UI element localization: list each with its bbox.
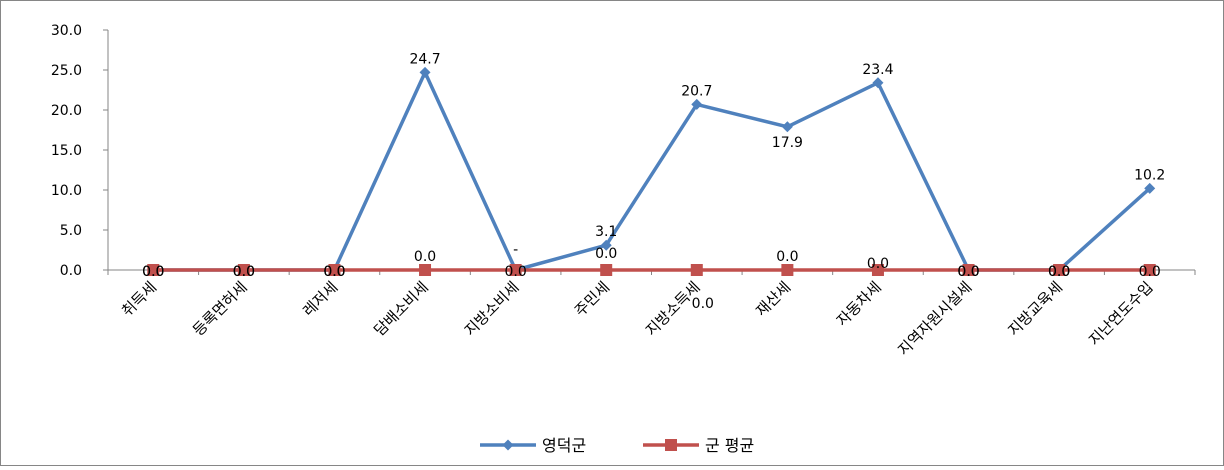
data-label: 23.4 (862, 62, 893, 78)
data-point (962, 264, 975, 276)
legend-label: 군 평균 (705, 436, 754, 455)
data-point (328, 264, 341, 276)
data-point (147, 264, 160, 276)
data-point (781, 121, 793, 133)
y-tick-label: 30.0 (51, 23, 82, 39)
data-label: 10.2 (1134, 167, 1165, 183)
y-tick-label: 5.0 (60, 223, 82, 239)
data-label: - (513, 242, 518, 258)
data-point (871, 264, 884, 276)
legend-marker (665, 439, 677, 451)
data-label: 0.0 (142, 264, 164, 280)
data-point (237, 264, 250, 276)
data-label: 0.0 (142, 264, 164, 280)
legend-label: 영덕군 (542, 436, 586, 455)
data-label: 0.0 (595, 246, 617, 262)
data-label: 24.7 (409, 51, 440, 67)
y-tick-label: 25.0 (51, 63, 82, 79)
legend-marker (502, 439, 514, 451)
data-point (419, 66, 431, 78)
data-point (600, 239, 612, 251)
data-point (419, 264, 432, 276)
data-point (691, 98, 703, 110)
data-label: 0.0 (504, 264, 526, 280)
data-label: 0.0 (776, 249, 798, 265)
y-tick-label: 0.0 (60, 263, 82, 279)
series-layer (147, 66, 1156, 276)
data-label: 0.0 (1048, 264, 1070, 280)
data-point (872, 77, 884, 89)
data-point (600, 264, 613, 276)
y-axis: 0.0 5.0 10.0 15.0 20.0 25.0 30.0 (51, 23, 109, 279)
data-label: 0.0 (957, 264, 979, 280)
data-point (1144, 182, 1156, 194)
data-point (509, 264, 522, 276)
data-label: 0.0 (323, 264, 345, 280)
data-label: 17.9 (772, 135, 803, 151)
data-point (1053, 264, 1066, 276)
data-labels-layer: 0.0 0.0 0.0 24.7 - 3.1 20.7 17.9 23.4 0.0 0.0 10.2 0… (142, 51, 1165, 312)
data-label: 0.0 (1139, 264, 1161, 280)
series-2 (147, 264, 1156, 276)
data-label: 0.0 (957, 264, 979, 280)
data-point (781, 264, 794, 276)
data-label: 0.0 (867, 256, 889, 272)
data-label: 0.0 (1048, 264, 1070, 280)
y-tick-label: 10.0 (51, 183, 82, 199)
data-point (690, 264, 703, 276)
data-label: 0.0 (692, 296, 714, 312)
legend-item-1: 영덕군 (480, 436, 586, 455)
y-tick-label: 15.0 (51, 143, 82, 159)
data-label: 3.1 (595, 224, 617, 240)
y-tick-label: 20.0 (51, 103, 82, 119)
data-label: 0.0 (233, 264, 255, 280)
data-point (1143, 264, 1156, 276)
data-label: 0.0 (414, 249, 436, 265)
legend-item-2: 군 평균 (643, 436, 754, 455)
data-label: 0.0 (323, 264, 345, 280)
legend: 영덕군 군 평균 (480, 436, 754, 455)
data-label: 0.0 (233, 264, 255, 280)
data-label: 20.7 (681, 83, 712, 99)
